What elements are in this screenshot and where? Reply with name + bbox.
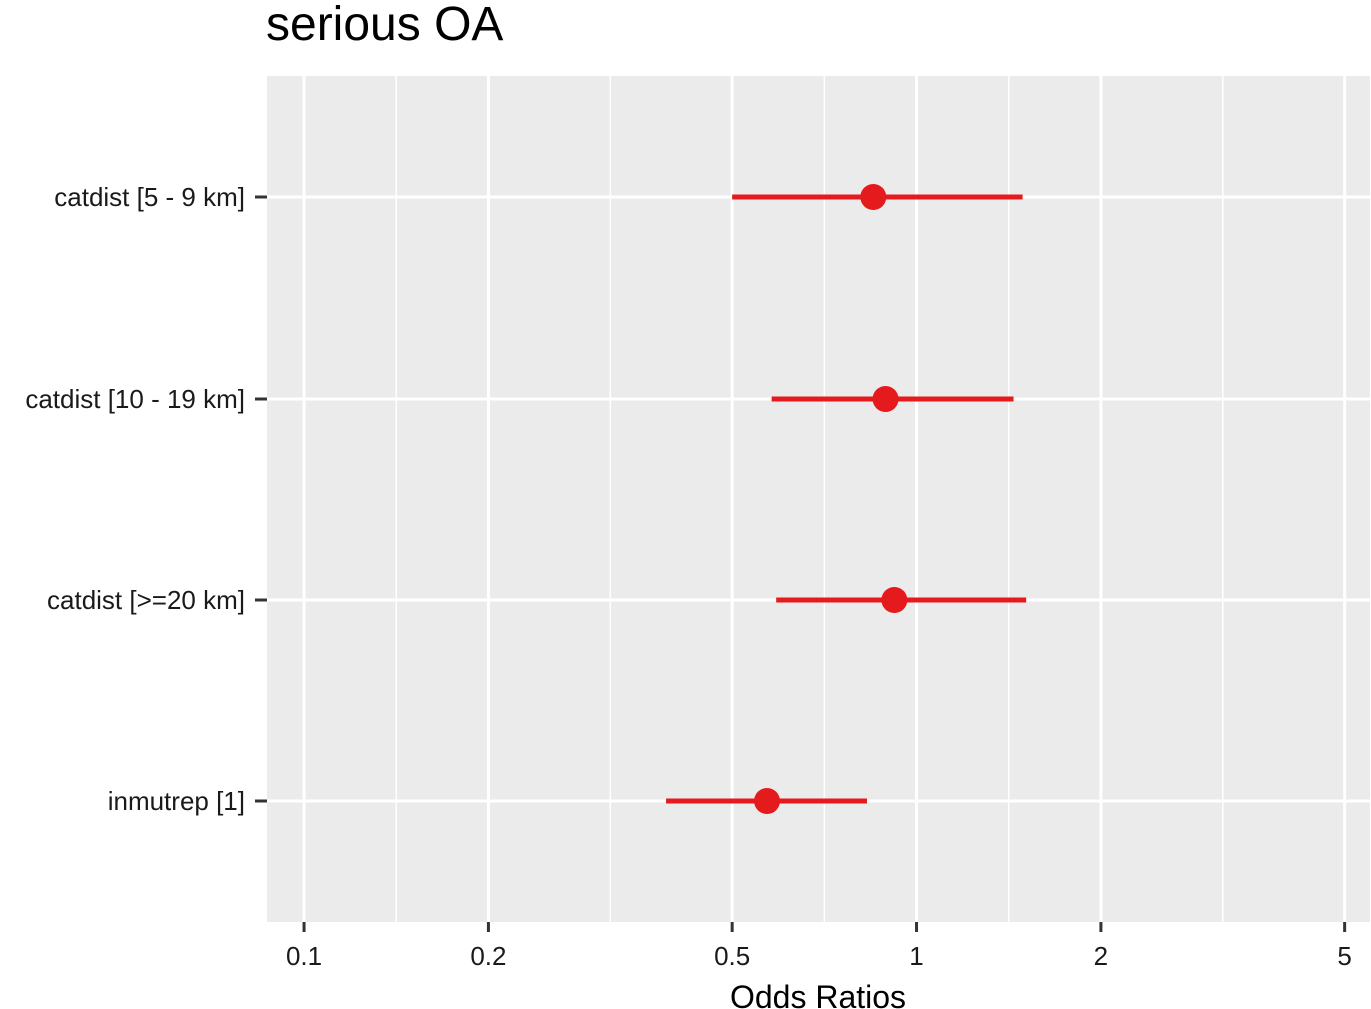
- y-tick-label: catdist [>=20 km]: [47, 585, 245, 615]
- x-tick-label: 0.5: [714, 941, 750, 971]
- estimate-point: [872, 386, 899, 412]
- x-tick-label: 0.1: [286, 941, 322, 971]
- y-tick-label: catdist [5 - 9 km]: [54, 182, 245, 212]
- estimate-point: [754, 788, 781, 814]
- plot-panel: [267, 76, 1370, 922]
- y-axis: catdist [5 - 9 km] catdist [10 - 19 km] ca…: [25, 182, 267, 816]
- estimate-point: [860, 184, 887, 210]
- x-axis-title: Odds Ratios: [730, 979, 906, 1009]
- y-tick-label: catdist [10 - 19 km]: [25, 384, 245, 414]
- y-tick-label: inmutrep [1]: [108, 786, 245, 816]
- estimate-marks: [666, 184, 1027, 814]
- x-tick-label: 1: [909, 941, 923, 971]
- x-axis: 0.1 0.2 0.5 1 2 5: [286, 922, 1352, 971]
- x-tick-label: 0.2: [470, 941, 506, 971]
- estimate-point: [881, 587, 908, 613]
- x-tick-label: 5: [1337, 941, 1351, 971]
- x-tick-label: 2: [1094, 941, 1108, 971]
- minor-gridlines: [395, 76, 1224, 922]
- chart-title: serious OA: [266, 0, 503, 51]
